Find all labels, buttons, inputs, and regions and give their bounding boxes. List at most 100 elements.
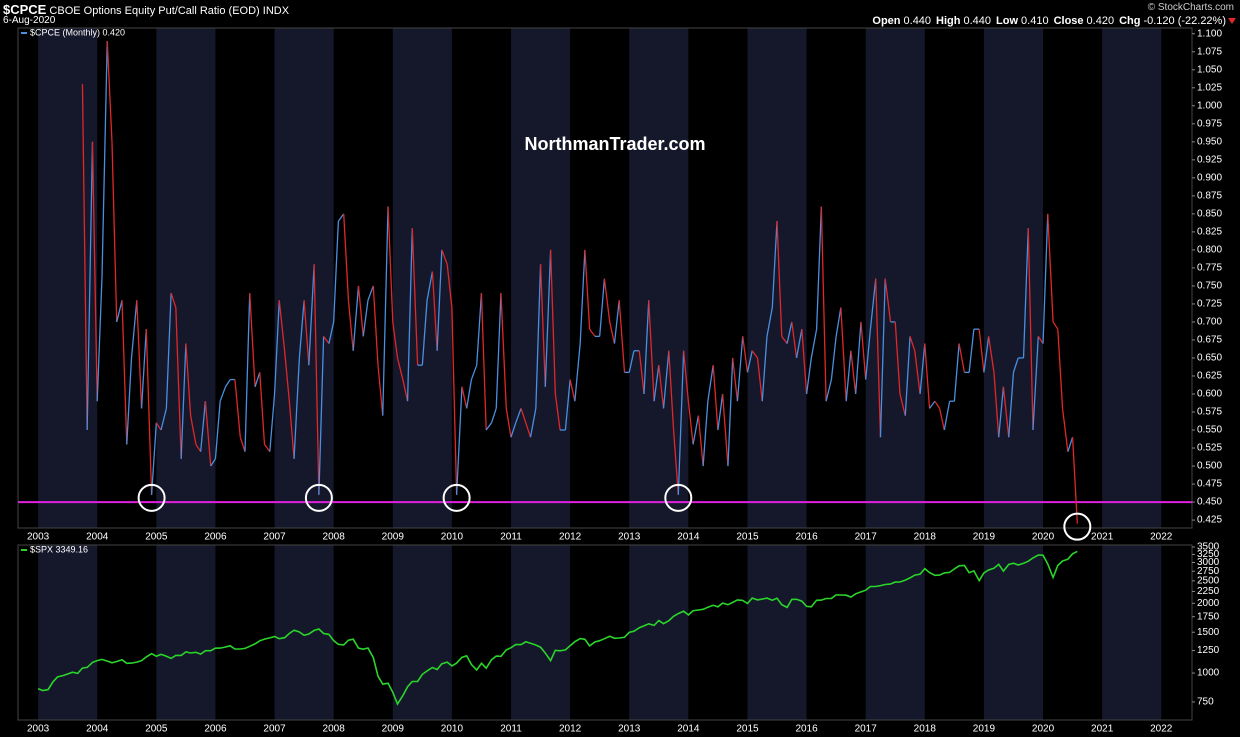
y-tick-label: 0.900 [1197, 172, 1222, 183]
line-segment [628, 350, 635, 373]
line-segment [707, 365, 714, 402]
line-segment [599, 278, 606, 337]
line-segment [392, 321, 399, 359]
plot-frame [17, 27, 1193, 529]
line-segment [480, 293, 487, 431]
line-segment [485, 422, 493, 431]
header: $CPCE CBOE Options Equity Put/Call Ratio… [0, 0, 1240, 28]
line-segment [603, 278, 611, 323]
y-tick-label: 2500 [1197, 575, 1220, 586]
line-segment [810, 329, 818, 359]
line-segment [116, 300, 123, 323]
line-segment [140, 329, 147, 409]
x-tick-label: 2009 [382, 724, 405, 735]
y-tick-label: 1.075 [1197, 46, 1222, 57]
y-tick-label: 0.925 [1197, 154, 1222, 165]
quote-value: 0.410 [1021, 15, 1049, 27]
line-segment [1008, 372, 1015, 438]
line-segment [717, 393, 724, 431]
line-segment [934, 400, 941, 409]
line-segment [490, 408, 497, 424]
exchange: INDX [262, 5, 290, 17]
line-segment [579, 249, 586, 344]
line-segment [653, 365, 660, 402]
quote-label: Chg [1119, 15, 1141, 27]
year-band [865, 28, 925, 528]
line-segment [988, 336, 995, 373]
y-tick-label: 3250 [1197, 549, 1220, 560]
line-segment [825, 379, 833, 402]
line-segment [968, 329, 975, 373]
x-tick-label: 2005 [145, 532, 168, 543]
year-band [274, 28, 334, 528]
year-band [511, 545, 571, 720]
line-segment [835, 307, 842, 337]
line-segment [830, 336, 837, 380]
line-segment [1052, 321, 1059, 330]
line-segment [136, 300, 143, 409]
line-segment [609, 321, 616, 344]
line-segment [431, 271, 438, 351]
line-segment [919, 343, 926, 395]
x-tick-label: 2003 [27, 532, 50, 543]
line-segment [269, 393, 276, 452]
x-tick-label: 2020 [1032, 532, 1055, 543]
line-segment [914, 350, 921, 395]
y-tick-label: 1000 [1197, 668, 1220, 679]
y-tick-label: 0.725 [1197, 299, 1222, 310]
line-segment [544, 249, 552, 387]
x-tick-label: 2018 [914, 724, 937, 735]
line-segment [293, 357, 301, 459]
y-tick-label: 0.675 [1197, 335, 1222, 346]
line-segment [761, 336, 768, 402]
x-tick-label: 2018 [914, 532, 937, 543]
x-tick-label: 2011 [500, 724, 522, 735]
x-tick-label: 2008 [323, 532, 346, 543]
x-tick-label: 2009 [382, 532, 405, 543]
y-tick-label: 0.600 [1197, 389, 1222, 400]
year-band [865, 545, 925, 720]
y-tick-label: 0.500 [1197, 461, 1222, 472]
year-band [1102, 28, 1162, 528]
line-segment [436, 249, 443, 351]
x-tick-label: 2022 [1150, 724, 1173, 735]
line-segment [795, 329, 803, 359]
line-segment [387, 206, 394, 322]
y-tick-label: 3500 [1197, 542, 1220, 553]
y-tick-label: 0.800 [1197, 245, 1222, 256]
x-tick-label: 2012 [559, 724, 582, 735]
line-segment [993, 372, 1000, 438]
y-tick-label: 3000 [1197, 557, 1220, 568]
line-segment [845, 350, 852, 402]
line-segment [850, 350, 857, 395]
line-segment [860, 321, 867, 380]
line-segment [377, 365, 384, 416]
y-tick-label: 1750 [1197, 611, 1220, 622]
line-segment [421, 300, 428, 366]
line-segment [564, 379, 571, 431]
x-tick-label: 2011 [500, 532, 522, 543]
line-segment [894, 321, 901, 395]
line-segment [618, 300, 626, 373]
price-line [37, 550, 1078, 706]
line-segment [1061, 408, 1069, 452]
line-segment [1002, 386, 1010, 438]
legend-label: $SPX 3349.16 [30, 544, 88, 554]
line-segment [751, 350, 759, 359]
line-segment [249, 293, 256, 387]
line-segment [357, 285, 364, 337]
line-segment [1012, 357, 1019, 373]
year-band [629, 28, 689, 528]
line-segment [727, 357, 734, 467]
line-segment [204, 401, 212, 467]
line-segment [347, 300, 354, 351]
date: 6-Aug-2020 [3, 15, 56, 26]
watermark: NorthmanTrader.com [524, 134, 705, 154]
year-band [156, 545, 216, 720]
line-segment [362, 300, 369, 337]
x-tick-label: 2004 [86, 532, 109, 543]
line-segment [924, 343, 931, 409]
line-segment [372, 285, 379, 366]
